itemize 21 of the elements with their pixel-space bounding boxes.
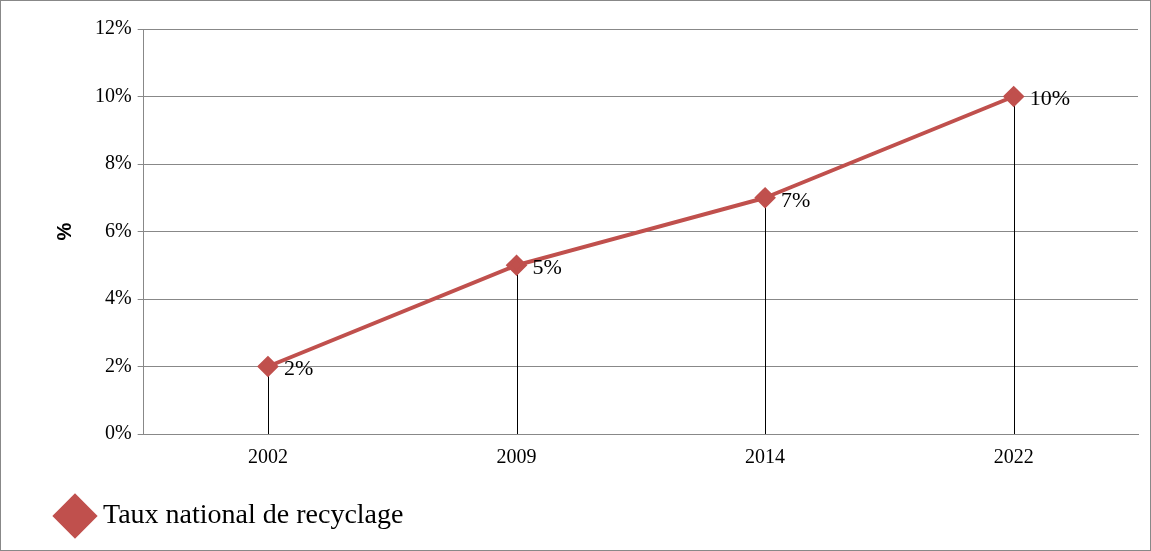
y-tick-label: 4% — [104, 286, 132, 309]
x-tick-label: 2009 — [496, 445, 537, 468]
y-tick-label: 12% — [94, 16, 132, 39]
x-tick-label: 2022 — [993, 445, 1034, 468]
data-label: 2% — [283, 355, 314, 381]
point — [506, 255, 527, 276]
data-label: 5% — [532, 254, 562, 280]
legend-label: Taux national de recyclage — [103, 498, 404, 530]
y-tick-label: 10% — [94, 83, 132, 106]
data-label: 7% — [781, 186, 811, 212]
y-tick-label: 8% — [104, 151, 132, 174]
y-tick-label: 2% — [104, 353, 132, 376]
y-axis-title: % — [52, 222, 75, 241]
point — [1003, 86, 1024, 107]
point — [755, 187, 776, 208]
data-label: 10% — [1029, 85, 1071, 111]
point — [257, 356, 278, 377]
y-tick-label: 0% — [104, 421, 132, 444]
x-tick-label: 2014 — [745, 445, 786, 468]
x-tick-label: 2002 — [247, 445, 288, 468]
y-tick-label: 6% — [104, 218, 132, 241]
